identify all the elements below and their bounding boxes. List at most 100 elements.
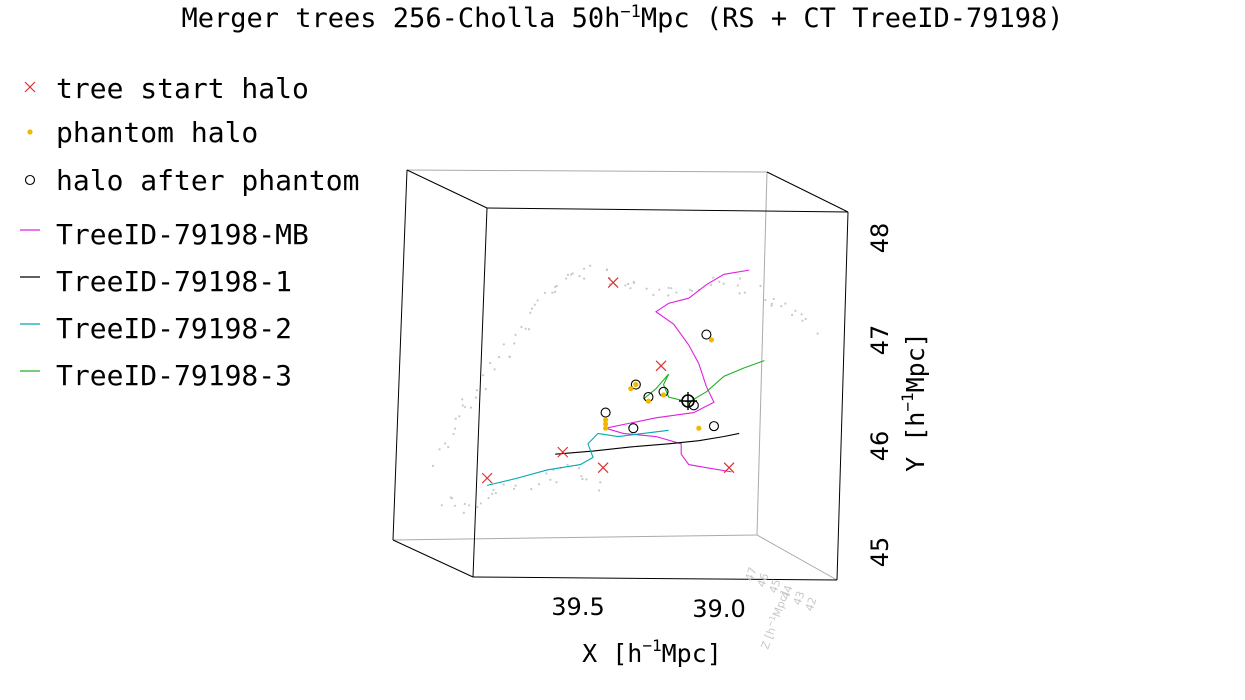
circle-icon bbox=[24, 174, 36, 186]
background-point bbox=[580, 475, 583, 478]
series-tree-start-halo bbox=[481, 277, 735, 484]
background-point bbox=[784, 302, 787, 305]
background-point bbox=[530, 307, 534, 310]
background-point bbox=[524, 327, 527, 330]
background-point bbox=[462, 511, 465, 515]
background-point bbox=[545, 472, 548, 475]
z-tick-label: 43 bbox=[791, 589, 808, 607]
y-tick-label: 48 bbox=[866, 223, 894, 254]
background-point bbox=[438, 448, 441, 451]
background-point bbox=[529, 311, 532, 314]
after-phantom-marker bbox=[701, 329, 712, 340]
background-point bbox=[770, 302, 773, 305]
background-point bbox=[738, 292, 741, 295]
background-point bbox=[489, 361, 492, 365]
background-point bbox=[476, 505, 479, 509]
background-point bbox=[670, 287, 673, 290]
z-tick-label: 45 bbox=[767, 577, 784, 595]
series-layer bbox=[481, 269, 765, 486]
background-point bbox=[794, 309, 797, 312]
tree-start-marker bbox=[597, 462, 609, 474]
phantom-marker bbox=[633, 381, 639, 388]
background-point bbox=[566, 273, 570, 276]
background-point bbox=[764, 298, 767, 302]
background-point bbox=[514, 484, 517, 487]
series-line bbox=[555, 432, 740, 455]
background-point bbox=[589, 264, 592, 267]
background-point bbox=[537, 483, 541, 486]
background-point bbox=[453, 427, 457, 430]
x-axis-label: X [h−1Mpc] bbox=[582, 636, 722, 668]
background-point bbox=[497, 356, 501, 359]
background-point bbox=[533, 303, 536, 306]
background-point bbox=[738, 277, 742, 280]
background-point bbox=[463, 502, 466, 506]
background-point bbox=[536, 299, 539, 302]
series-treeid-79198-1 bbox=[555, 432, 740, 455]
tree-start-marker bbox=[481, 472, 493, 484]
background-point bbox=[712, 276, 715, 279]
background-point bbox=[736, 284, 739, 287]
background-point bbox=[578, 275, 581, 278]
after-phantom-marker bbox=[708, 421, 720, 432]
legend-item-tree-1: TreeID-79198-1 bbox=[14, 261, 394, 298]
background-point bbox=[718, 280, 721, 283]
background-point bbox=[530, 488, 533, 491]
bounding-box bbox=[392, 169, 849, 581]
background-point bbox=[479, 502, 482, 505]
y-tick-labels: 45 46 47 48 bbox=[866, 223, 894, 568]
background-point bbox=[581, 478, 584, 481]
root-halo-marker bbox=[681, 394, 695, 408]
background-point bbox=[447, 446, 450, 449]
legend-label: TreeID-79198-2 bbox=[56, 312, 293, 345]
series-treeid-79198-mb bbox=[605, 269, 750, 473]
background-point bbox=[759, 284, 762, 288]
tree-start-marker bbox=[557, 446, 569, 458]
gray-point-cloud bbox=[431, 264, 819, 515]
background-point bbox=[565, 277, 568, 280]
background-point bbox=[491, 492, 494, 496]
background-point bbox=[675, 291, 678, 294]
background-point bbox=[667, 286, 670, 290]
y-axis-label: Y [h−1Mpc] bbox=[898, 332, 930, 472]
background-point bbox=[690, 289, 694, 293]
line-icon bbox=[20, 229, 40, 231]
legend-item-after-phantom: halo after phantom bbox=[14, 160, 394, 197]
phantom-marker bbox=[603, 417, 609, 423]
background-point bbox=[645, 287, 648, 290]
legend-item-mb: TreeID-79198-MB bbox=[14, 214, 394, 251]
z-tick-label: 42 bbox=[803, 595, 820, 613]
background-point bbox=[450, 497, 454, 500]
background-point bbox=[585, 478, 588, 481]
x-icon bbox=[24, 81, 36, 93]
background-point bbox=[780, 305, 783, 308]
series-treeid-79198-2 bbox=[487, 429, 669, 486]
background-point bbox=[688, 288, 692, 291]
background-point bbox=[632, 281, 636, 285]
background-point bbox=[454, 417, 457, 420]
background-point bbox=[629, 287, 632, 290]
background-point bbox=[597, 489, 601, 492]
background-point bbox=[474, 396, 478, 399]
background-point bbox=[555, 481, 558, 484]
x-tick-label: 39.0 bbox=[692, 595, 745, 623]
legend-label: tree start halo bbox=[56, 72, 309, 105]
tree-start-marker bbox=[655, 360, 667, 372]
chart-title: Merger trees 256-Cholla 50h−1Mpc (RS + C… bbox=[181, 2, 1064, 34]
background-point bbox=[463, 405, 467, 409]
series-treeid-79198-3 bbox=[643, 360, 765, 403]
background-point bbox=[440, 504, 443, 507]
background-point bbox=[513, 342, 516, 345]
phantom-marker bbox=[660, 392, 667, 398]
background-point bbox=[652, 293, 655, 296]
line-icon bbox=[20, 323, 40, 325]
background-point bbox=[624, 284, 627, 287]
background-point bbox=[461, 398, 464, 401]
x-tick-label: 39.5 bbox=[551, 593, 604, 621]
background-point bbox=[508, 355, 511, 359]
background-point bbox=[571, 272, 574, 275]
z-axis-label: Z [h−1Mpc] bbox=[758, 589, 792, 651]
background-point bbox=[482, 374, 485, 377]
background-point bbox=[605, 268, 608, 272]
